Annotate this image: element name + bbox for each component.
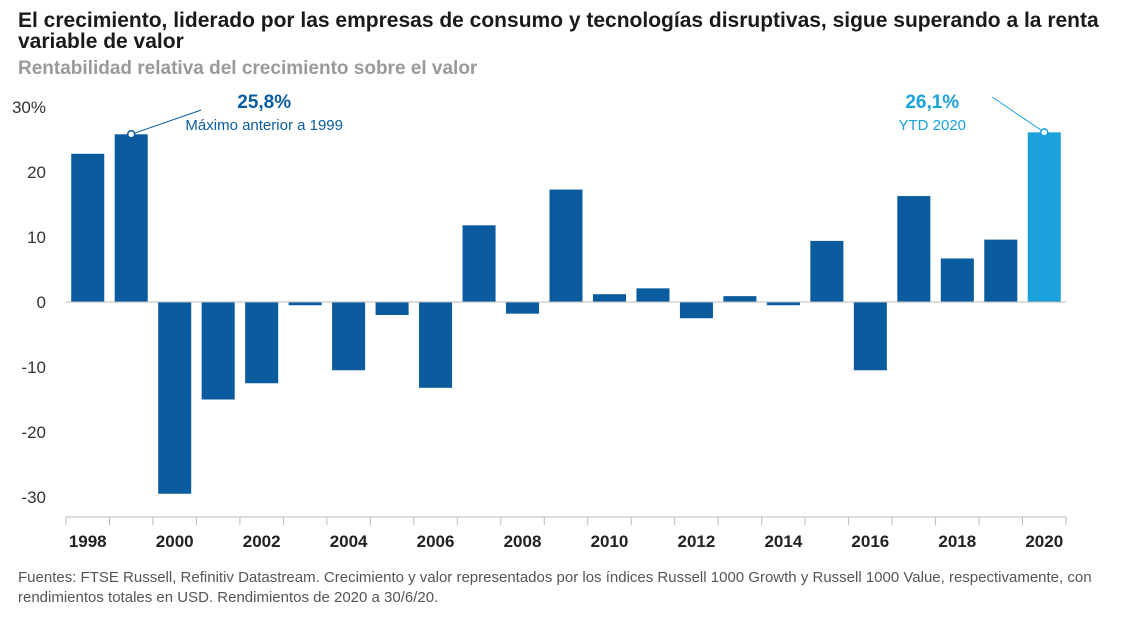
x-tick-label: 2012 [678,532,716,551]
bar-2005 [375,302,409,315]
bar-2012 [679,302,713,319]
x-tick-label: 2016 [851,532,889,551]
y-tick-label: -10 [21,358,46,377]
bar-2018 [940,258,974,302]
annotation-label: Máximo anterior a 1999 [185,117,343,134]
y-tick-label: 30% [12,98,46,117]
bar-2001 [201,302,235,400]
annotation-marker [126,130,136,139]
chart-title: El crecimiento, liderado por las empresa… [18,9,1099,53]
annotation-value: 26,1% [905,92,959,113]
bar-2016 [853,302,887,371]
bar-2013 [723,296,757,302]
x-tick-label: 2014 [764,532,802,551]
bar-2008 [506,302,540,314]
bar-2003 [288,302,322,306]
source-footnote: Fuentes: FTSE Russell, Refinitiv Datastr… [18,569,1092,606]
x-tick-label: 2008 [504,532,542,551]
y-tick-label: 0 [37,293,46,312]
annotation-leader-line [131,109,202,135]
bar-2020 [1027,132,1061,302]
annotation-label: YTD 2020 [898,117,966,134]
bar-2002 [245,302,279,384]
x-tick-label: 2020 [1025,532,1063,551]
x-tick-label: 2002 [243,532,281,551]
y-tick-label: 20 [27,163,46,182]
bar-1998 [71,153,105,302]
y-tick-label: 10 [27,228,46,247]
bar-2014 [766,302,800,306]
x-tick-label: 1998 [69,532,107,551]
annotation-value: 25,8% [237,92,291,113]
x-tick-label: 2006 [417,532,455,551]
bar-2011 [636,288,670,302]
bar-2000 [158,302,192,494]
x-tick-label: 2004 [330,532,368,551]
bar-2006 [419,302,453,388]
annotation-marker [1040,128,1049,137]
bar-2004 [332,302,366,371]
bar-2009 [549,189,583,302]
x-tick-label: 2000 [156,532,194,551]
x-tick-label: 2018 [938,532,976,551]
y-tick-label: -20 [21,423,46,442]
bar-2007 [462,225,496,302]
bar-1999 [114,134,148,302]
annotation-leader-line [991,96,1045,133]
bar-2010 [592,294,626,302]
bar-2015 [810,240,844,302]
x-tick-label: 2010 [591,532,629,551]
bar-2019 [984,239,1018,302]
y-tick-label: -30 [21,488,46,507]
chart-subtitle: Rentabilidad relativa del crecimiento so… [18,58,478,79]
bar-2017 [897,196,931,302]
